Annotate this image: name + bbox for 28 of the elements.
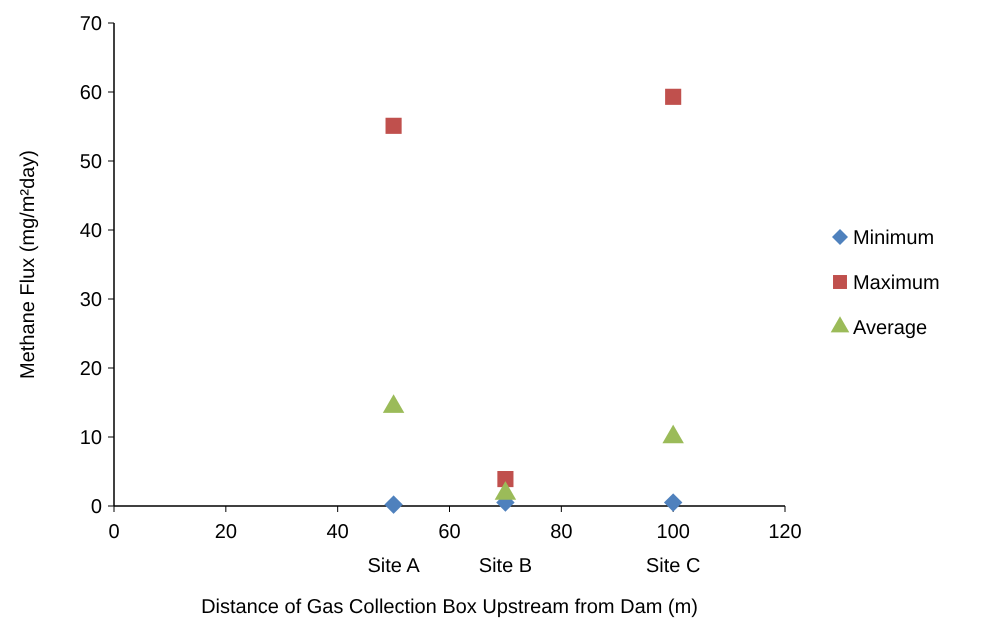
x-tick-label: 100 [656, 521, 690, 543]
legend-label: Average [853, 317, 928, 339]
legend-label: Maximum [853, 272, 940, 294]
y-tick-label: 20 [80, 358, 102, 380]
text: Site B [478, 555, 532, 577]
x-axis-title: Distance of Gas Collection Box Upstream from Dam (m) [201, 596, 698, 618]
point [386, 118, 402, 134]
x-tick-label: 60 [438, 521, 461, 543]
y-tick-label: 10 [80, 427, 102, 449]
y-tick-label: 60 [80, 82, 102, 104]
point [497, 471, 514, 488]
point [664, 493, 682, 512]
text: Site C [646, 555, 700, 577]
x-tick-label: 80 [550, 521, 572, 543]
y-tick-label: 70 [80, 13, 102, 35]
x-tick-label: 20 [214, 521, 237, 543]
y-tick-label: 40 [80, 220, 102, 242]
x-tick-label: 40 [326, 521, 349, 543]
text: Site A [367, 555, 420, 577]
point [665, 88, 682, 105]
legend-label: Minimum [853, 227, 934, 249]
y-tick-label: 30 [80, 289, 102, 311]
y-tick-label: 0 [90, 496, 102, 518]
x-tick-label: 0 [108, 521, 120, 543]
y-axis-title: Methane Flux (mg/m²day) [17, 150, 39, 379]
x-tick-label: 120 [768, 521, 802, 543]
y-tick-label: 50 [80, 151, 102, 173]
point [384, 495, 403, 514]
